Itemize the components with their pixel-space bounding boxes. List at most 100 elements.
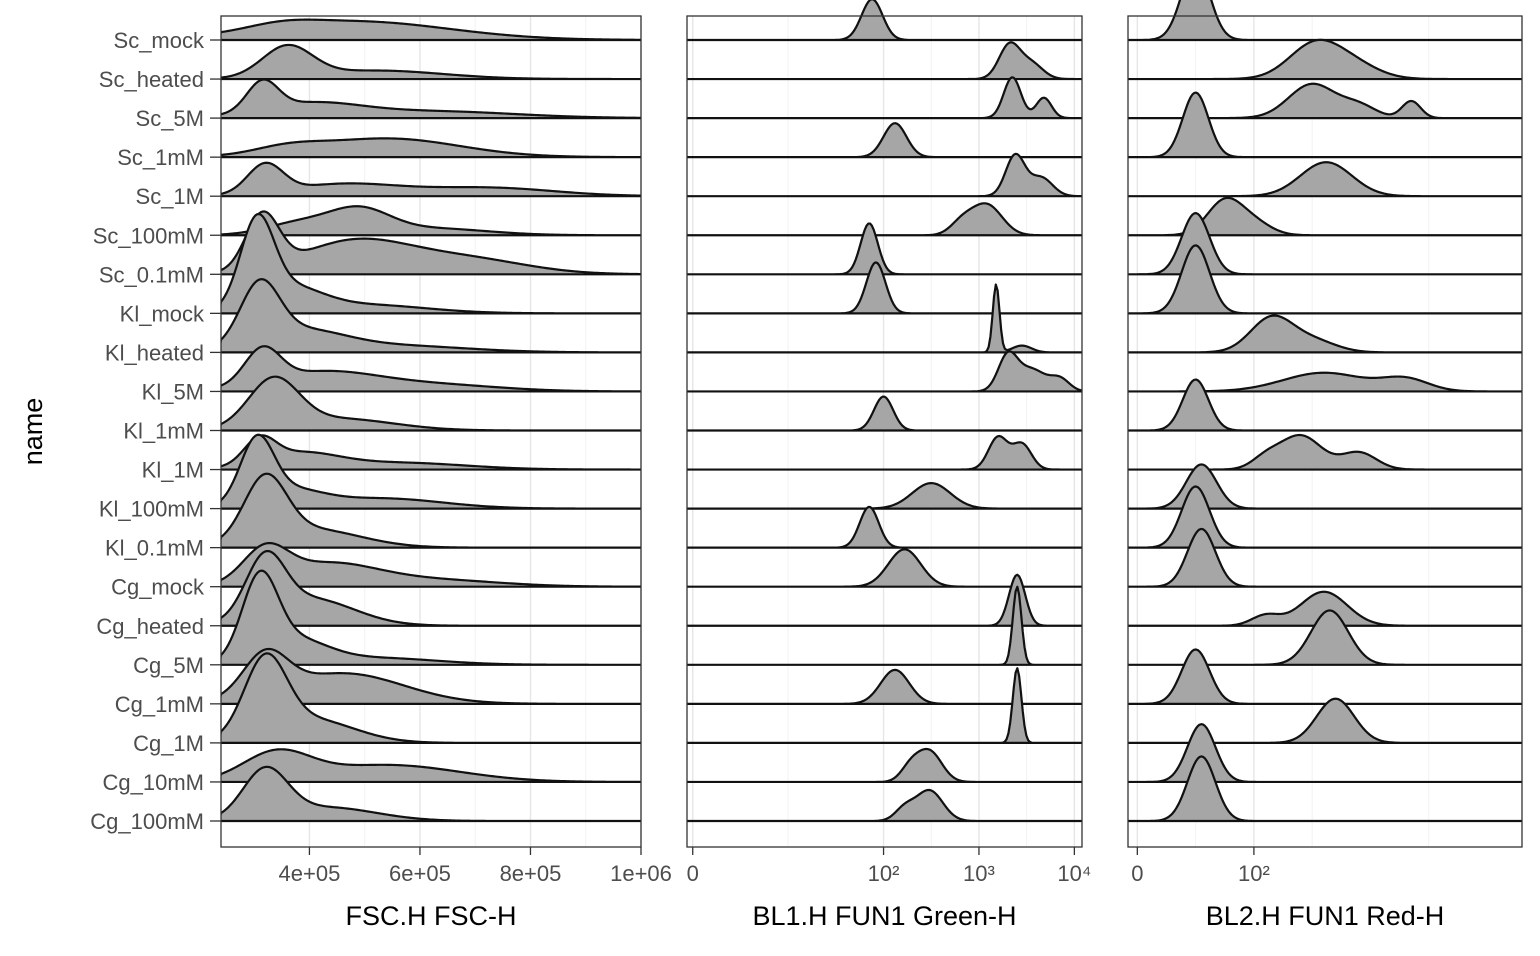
y-tick-label: Sc_100mM xyxy=(93,223,204,248)
ridge-Kl_mock xyxy=(1128,244,1522,315)
ridge-Cg_mock xyxy=(1128,527,1522,588)
y-tick-label: Kl_5M xyxy=(142,379,204,404)
ridge-Kl_5M xyxy=(221,345,641,393)
ridges-group xyxy=(1128,0,1522,823)
ridge-Kl_1mM xyxy=(687,395,1082,432)
y-tick-label: Sc_1mM xyxy=(117,145,204,170)
ridge-Sc_1M xyxy=(687,152,1082,198)
x-tick-label: 10⁴ xyxy=(1057,861,1091,886)
ridge-Sc_mock xyxy=(221,18,641,42)
ridge-Cg_1M xyxy=(221,652,641,744)
ridge-Cg_5M xyxy=(687,585,1082,666)
x-axis-title: BL2.H FUN1 Red-H xyxy=(1206,901,1445,931)
panel-border xyxy=(220,15,642,848)
ridge-Cg_10mM xyxy=(221,748,641,784)
ridge-Kl_0.1mM xyxy=(1128,485,1522,549)
ridge-Kl_0.1mM xyxy=(221,472,641,549)
ridge-Cg_heated xyxy=(1128,590,1522,627)
y-tick-label: Cg_1mM xyxy=(115,692,204,717)
ridge-Sc_heated xyxy=(221,43,641,81)
ridge-Kl_1M xyxy=(687,434,1082,471)
ridge-Sc_heated xyxy=(1128,38,1522,81)
ridge-Cg_5M xyxy=(1128,609,1522,666)
ridge-Cg_100mM xyxy=(1128,755,1522,823)
y-tick-label: Cg_5M xyxy=(133,653,204,678)
x-tick-label: 0 xyxy=(687,861,699,886)
y-tick-label: Sc_mock xyxy=(114,28,205,53)
ridge-Kl_1M xyxy=(221,434,641,471)
ridge-Kl_5M xyxy=(1128,371,1522,393)
y-tick-label: Kl_mock xyxy=(120,301,205,326)
y-tick-label: Sc_1M xyxy=(136,184,204,209)
ridge-Kl_mock xyxy=(687,261,1082,315)
ridge-Cg_mock xyxy=(687,548,1082,588)
ridge-Cg_100mM xyxy=(221,765,641,823)
ridge-Sc_1mM xyxy=(687,122,1082,159)
ridge-Sc_1mM xyxy=(1128,91,1522,159)
y-tick-label: Cg_1M xyxy=(133,731,204,756)
ridge-Sc_1mM xyxy=(221,137,641,159)
y-tick-label: Sc_0.1mM xyxy=(99,262,204,287)
x-tick-label: 10³ xyxy=(963,861,995,886)
ridge-Cg_1mM xyxy=(687,668,1082,705)
ridge-Kl_5M xyxy=(687,350,1082,393)
ridge-Sc_0.1mM xyxy=(687,222,1082,276)
ridge-Kl_heated xyxy=(221,278,641,354)
ridge-Kl_1M xyxy=(1128,433,1522,471)
ridge-Cg_1M xyxy=(1128,697,1522,744)
y-tick-label: Sc_heated xyxy=(99,67,204,92)
ridge-Sc_mock xyxy=(687,0,1082,42)
ridge-Cg_heated xyxy=(221,549,641,627)
ridge-Sc_5M xyxy=(687,76,1082,120)
ridge-Sc_0.1mM xyxy=(221,210,641,276)
ridge-Cg_10mM xyxy=(687,747,1082,784)
y-tick-label: Kl_1M xyxy=(142,458,204,483)
y-tick-label: Cg_mock xyxy=(111,575,205,600)
ridge-Kl_heated xyxy=(1128,314,1522,354)
ridge-Cg_100mM xyxy=(687,788,1082,823)
y-tick-label: Cg_10mM xyxy=(103,770,204,795)
panel-border xyxy=(686,15,1083,848)
ridge-Sc_100mM xyxy=(221,205,641,237)
x-axis-title: FSC.H FSC-H xyxy=(346,901,517,931)
x-tick-label: 10² xyxy=(868,861,900,886)
ridge-Sc_100mM xyxy=(687,202,1082,237)
y-tick-label: Kl_100mM xyxy=(99,497,204,522)
ridge-Cg_heated xyxy=(687,573,1082,627)
x-tick-label: 1e+06 xyxy=(610,861,672,886)
x-tick-label: 10² xyxy=(1238,861,1270,886)
ridge-Cg_10mM xyxy=(1128,723,1522,784)
ridge-Kl_100mM xyxy=(1128,463,1522,510)
ridge-Kl_1mM xyxy=(1128,378,1522,432)
ridge-Kl_0.1mM xyxy=(687,505,1082,549)
x-tick-label: 0 xyxy=(1131,861,1143,886)
y-tick-label: Kl_0.1mM xyxy=(105,536,204,561)
ridges-group xyxy=(687,0,1082,823)
ridge-Cg_1mM xyxy=(221,647,641,705)
ridge-Sc_1M xyxy=(1128,161,1522,198)
y-tick-label: Kl_heated xyxy=(105,340,204,365)
ridge-Cg_1M xyxy=(687,667,1082,744)
x-axis-title: BL1.H FUN1 Green-H xyxy=(752,901,1016,931)
ridge-Sc_5M xyxy=(221,78,641,120)
ridge-Kl_100mM xyxy=(687,482,1082,510)
x-tick-label: 8e+05 xyxy=(500,861,562,886)
ridge-Sc_1M xyxy=(221,161,641,198)
x-tick-label: 6e+05 xyxy=(389,861,451,886)
panel-border xyxy=(1127,15,1523,848)
ridge-Cg_mock xyxy=(221,541,641,588)
x-tick-label: 4e+05 xyxy=(279,861,341,886)
ridge-Kl_heated xyxy=(687,283,1082,354)
y-tick-label: Sc_5M xyxy=(136,106,204,131)
y-tick-label: Cg_100mM xyxy=(90,809,204,834)
ridges-group xyxy=(221,18,641,823)
ridge-Sc_0.1mM xyxy=(1128,212,1522,276)
y-tick-label: Cg_heated xyxy=(96,614,204,639)
ridge-Sc_heated xyxy=(687,41,1082,81)
ridge-Kl_1mM xyxy=(221,375,641,432)
ridge-Sc_mock xyxy=(1128,0,1522,42)
y-axis-title: name xyxy=(18,398,48,466)
y-tick-label: Kl_1mM xyxy=(123,419,204,444)
